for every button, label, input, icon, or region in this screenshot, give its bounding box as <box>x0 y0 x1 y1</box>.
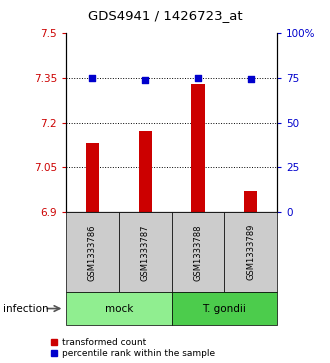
Point <box>143 77 148 83</box>
Bar <box>86 143 99 212</box>
Point <box>195 75 201 81</box>
Text: GSM1333789: GSM1333789 <box>246 224 255 281</box>
Text: mock: mock <box>105 303 133 314</box>
Bar <box>244 191 257 212</box>
Point <box>248 77 253 82</box>
Bar <box>191 83 205 212</box>
Bar <box>139 131 152 212</box>
Legend: transformed count, percentile rank within the sample: transformed count, percentile rank withi… <box>51 338 215 359</box>
Text: T. gondii: T. gondii <box>203 303 246 314</box>
Text: infection: infection <box>3 303 49 314</box>
Point <box>90 76 95 81</box>
Text: GSM1333788: GSM1333788 <box>193 224 203 281</box>
Text: GDS4941 / 1426723_at: GDS4941 / 1426723_at <box>88 9 242 22</box>
Text: GSM1333786: GSM1333786 <box>88 224 97 281</box>
Text: GSM1333787: GSM1333787 <box>141 224 150 281</box>
